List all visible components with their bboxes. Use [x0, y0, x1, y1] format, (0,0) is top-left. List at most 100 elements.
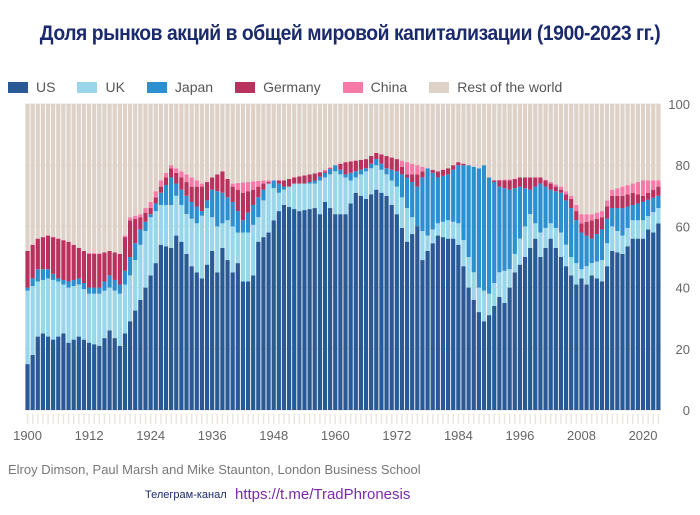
bar-segment-us — [261, 237, 266, 410]
bar-segment-japan — [487, 177, 492, 294]
bar-segment-japan — [635, 203, 640, 221]
bar-segment-rest-of-the-world — [66, 104, 71, 242]
bar-segment-china — [143, 208, 148, 213]
bar-segment-us — [620, 253, 625, 410]
bar-segment-japan — [163, 185, 169, 205]
bar-segment-us — [451, 238, 456, 410]
bar-segment-uk — [169, 204, 174, 248]
bar-segment-germany — [30, 244, 35, 279]
bar-segment-uk — [307, 183, 312, 210]
bar-segment-us — [317, 214, 322, 410]
bar-segment-china — [174, 168, 179, 173]
bar-segment-germany — [517, 177, 523, 187]
bar-segment-japan — [179, 189, 184, 205]
bar-segment-rest-of-the-world — [148, 104, 153, 202]
bar-segment-uk — [363, 171, 369, 199]
bar-segment-china — [625, 185, 630, 195]
bar-segment-china — [199, 183, 205, 187]
bar-segment-us — [358, 195, 364, 410]
bar-segment-germany — [599, 217, 605, 230]
bar-segment-us — [286, 207, 292, 410]
bar-segment-japan — [271, 180, 276, 189]
bar-segment-rest-of-the-world — [594, 104, 599, 213]
bar-segment-germany — [225, 178, 230, 198]
bar-segment-japan — [281, 186, 287, 190]
bar-segment-rest-of-the-world — [338, 104, 343, 164]
bar-segment-rest-of-the-world — [133, 104, 138, 216]
bar-segment-uk — [25, 290, 30, 365]
bar-segment-rest-of-the-world — [471, 104, 476, 167]
bar-segment-china — [240, 182, 246, 193]
bar-segment-rest-of-the-world — [425, 104, 430, 169]
bar-segment-germany — [553, 186, 558, 192]
bar-segment-us — [92, 344, 97, 410]
bar-segment-china — [230, 183, 235, 187]
bar-segment-rest-of-the-world — [651, 104, 656, 181]
bar-segment-us — [138, 299, 143, 410]
bar-segment-uk — [522, 226, 528, 257]
bar-segment-rest-of-the-world — [625, 104, 630, 186]
bar-segment-japan — [476, 168, 481, 288]
bar-segment-japan — [553, 191, 558, 228]
bar-segment-rest-of-the-world — [333, 104, 338, 166]
bar-segment-rest-of-the-world — [435, 104, 440, 172]
y-tick-label: 80 — [676, 158, 690, 173]
bar-segment-uk — [507, 269, 512, 288]
bar-segment-rest-of-the-world — [656, 104, 661, 181]
bar-segment-uk — [333, 171, 338, 215]
bar-segment-us — [363, 198, 369, 410]
bar-segment-japan — [127, 257, 133, 276]
bar-segment-rest-of-the-world — [40, 104, 46, 238]
bar-segment-rest-of-the-world — [174, 104, 179, 169]
bar-segment-germany — [656, 186, 661, 196]
bar-segment-uk — [30, 286, 35, 355]
legend-label: Japan — [174, 79, 214, 95]
bar-segment-uk — [256, 217, 261, 242]
bar-segment-uk — [543, 227, 548, 248]
bar-segment-uk — [66, 287, 71, 343]
bar-segment-us — [256, 241, 261, 410]
bar-segment-germany — [640, 195, 646, 202]
bar-segment-uk — [379, 169, 384, 193]
bar-segment-germany — [133, 218, 138, 244]
bar-segment-japan — [374, 159, 379, 166]
bar-segment-us — [430, 243, 435, 410]
bar-segment-us — [610, 250, 615, 410]
bar-segment-china — [415, 165, 420, 175]
bar-segment-us — [276, 211, 281, 410]
bar-segment-us — [389, 204, 394, 410]
bar-segment-rest-of-the-world — [240, 104, 246, 183]
bar-segment-rest-of-the-world — [497, 104, 502, 180]
bar-segment-germany — [558, 189, 564, 193]
bar-segment-germany — [117, 253, 122, 285]
bar-segment-uk — [107, 287, 112, 331]
bar-segment-us — [158, 244, 163, 410]
bar-segment-rest-of-the-world — [25, 104, 30, 251]
bar-segment-uk — [292, 183, 297, 210]
bar-segment-us — [507, 287, 512, 410]
bar-segment-germany — [492, 180, 497, 183]
bar-segment-germany — [538, 177, 543, 184]
bar-segment-germany — [256, 186, 261, 198]
bar-segment-germany — [440, 169, 446, 176]
bar-segment-japan — [420, 177, 425, 231]
bar-segment-germany — [415, 174, 420, 187]
bar-segment-china — [646, 180, 651, 193]
bar-segment-us — [81, 339, 87, 410]
bar-segment-germany — [45, 235, 51, 270]
bar-segment-japan — [189, 201, 194, 219]
bar-segment-us — [133, 310, 138, 410]
bar-segment-japan — [579, 232, 584, 270]
bar-segment-japan — [389, 169, 394, 181]
bar-segment-germany — [179, 177, 184, 190]
bar-segment-germany — [245, 191, 251, 213]
bar-segment-us — [107, 330, 112, 410]
bar-segment-rest-of-the-world — [630, 104, 635, 184]
bar-segment-rest-of-the-world — [507, 104, 512, 180]
bar-segment-uk — [286, 186, 292, 208]
bar-segment-germany — [374, 152, 379, 160]
bar-segment-us — [194, 272, 199, 410]
telegram-link[interactable]: https://t.me/TradPhronesis — [235, 486, 411, 503]
bar-segment-us — [630, 238, 635, 410]
bar-segment-japan — [415, 186, 420, 227]
